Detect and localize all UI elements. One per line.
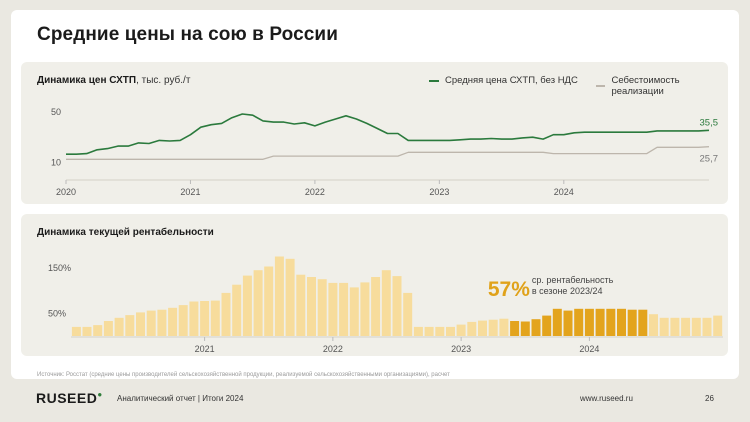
margin-bar [136, 312, 145, 336]
y-tick-label: 150% [48, 263, 71, 273]
legend-cost: Себестоимость реализации [596, 75, 728, 97]
margin-bar [253, 270, 263, 336]
margin-bar [413, 326, 423, 336]
margin-bar [371, 277, 381, 336]
margin-bar-chart: 150% 50% 2021 2022 2023 2024 57% ср. рентабельн… [48, 256, 723, 354]
page-title: Средние цены на сою в России [37, 24, 338, 45]
page-number: 26 [705, 394, 714, 403]
margin-bar [702, 317, 712, 336]
margin-bar [659, 317, 669, 336]
margin-bar [274, 256, 284, 336]
source-note: Источник: Росстат (средние цены производ… [37, 372, 450, 378]
margin-bar [638, 309, 648, 336]
margin-bar [467, 321, 477, 336]
margin-bar [531, 319, 541, 336]
x-tick-label: 2022 [323, 344, 343, 354]
x-tick-label: 2023 [429, 187, 449, 197]
margin-bar [478, 320, 487, 336]
margin-bar [93, 325, 103, 336]
margin-bar [82, 326, 92, 336]
x-tick-label: 2022 [305, 187, 325, 197]
margin-bar [339, 282, 349, 336]
margin-bar [584, 308, 594, 336]
margin-bar [617, 308, 626, 336]
footer-url[interactable]: www.ruseed.ru [580, 394, 633, 403]
margin-bar [307, 277, 316, 336]
margin-bar [232, 284, 242, 336]
footer-report-label: Аналитический отчет | Итоги 2024 [117, 394, 244, 403]
margin-bar [456, 324, 466, 336]
legend-price: Средняя цена СХТП, без НДС [429, 75, 578, 86]
margin-bar [713, 315, 723, 336]
slide: Средние цены на сою в России Динамика це… [11, 10, 739, 379]
cost-end-label: 25,7 [700, 154, 719, 165]
price-series-line [66, 113, 710, 155]
margin-bar [114, 317, 124, 336]
logo-mark-icon: ● [97, 390, 103, 399]
cost-series-line [66, 146, 710, 160]
margin-bar [403, 292, 413, 336]
margin-bar [424, 326, 434, 336]
margin-bar [606, 308, 616, 336]
margin-bar [681, 317, 691, 336]
logo: RUSEED● [36, 390, 103, 406]
legend-price-swatch [429, 79, 439, 82]
margin-bar [381, 270, 391, 336]
price-chart-title: Динамика цен СХТП, тыс. руб./т [37, 75, 191, 86]
margin-bar [691, 317, 701, 336]
margin-bar [488, 319, 498, 336]
margin-bar [103, 321, 113, 336]
margin-bar [200, 301, 210, 336]
margin-bar [510, 321, 520, 336]
margin-bar [595, 308, 605, 336]
margin-bar [146, 310, 156, 336]
margin-bar [189, 301, 199, 336]
y-tick-label: 10 [51, 157, 61, 167]
margin-bar [264, 266, 274, 336]
margin-bar [574, 308, 584, 336]
margin-bar [670, 317, 680, 336]
x-tick-label: 2021 [195, 344, 215, 354]
margin-bar [649, 314, 658, 336]
x-tick-label: 2024 [554, 187, 574, 197]
y-tick-label: 50 [51, 107, 61, 117]
margin-bar [221, 292, 231, 336]
margin-bar [349, 287, 359, 336]
price-chart-panel: Динамика цен СХТП, тыс. руб./т Средняя ц… [21, 62, 728, 204]
margin-bar [71, 326, 81, 336]
margin-bar [563, 310, 573, 336]
margin-bar [627, 309, 637, 336]
legend-cost-swatch [596, 85, 606, 87]
margin-bar [552, 308, 562, 336]
margin-bar [542, 315, 552, 336]
price-line-chart: 50 10 2020 2021 2022 2023 2024 35,5 25,7 [51, 107, 719, 197]
kpi-caption-line2: в сезоне 2023/24 [532, 286, 603, 296]
margin-bar [317, 279, 327, 336]
margin-bar [296, 274, 306, 336]
margin-bar [328, 282, 338, 336]
price-end-label: 35,5 [700, 117, 719, 128]
margin-bar [499, 318, 509, 336]
kpi-caption-line1: ср. рентабельность [532, 275, 614, 285]
margin-bar [285, 258, 295, 336]
x-tick-label: 2020 [56, 187, 76, 197]
x-tick-label: 2023 [451, 344, 471, 354]
margin-bar [446, 326, 455, 336]
margin-chart-panel: Динамика текущей рентабельности 150% 50% 2… [21, 214, 728, 356]
margin-chart-title: Динамика текущей рентабельности [37, 227, 214, 238]
margin-bar [392, 276, 402, 336]
kpi-value: 57% [488, 278, 530, 301]
margin-bar [242, 275, 252, 336]
x-tick-label: 2021 [180, 187, 200, 197]
margin-bar [157, 309, 167, 336]
margin-bar [360, 282, 370, 336]
y-tick-label: 50% [48, 308, 66, 318]
margin-bar [168, 307, 178, 336]
margin-bar [435, 326, 445, 336]
margin-bar [178, 305, 188, 336]
margin-bar [125, 315, 135, 336]
margin-bar [210, 300, 220, 336]
margin-bar [520, 321, 530, 336]
x-tick-label: 2024 [579, 344, 599, 354]
